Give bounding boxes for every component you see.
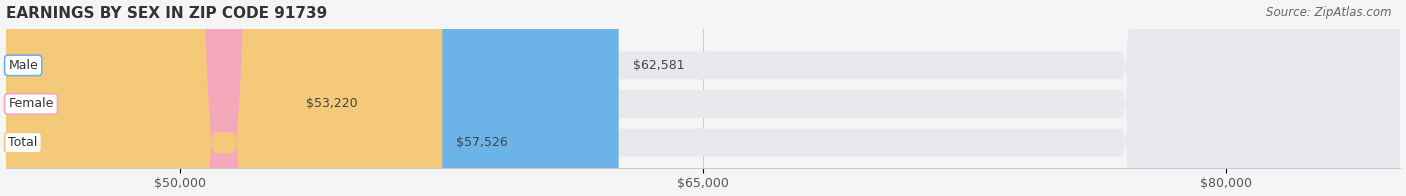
- Text: EARNINGS BY SEX IN ZIP CODE 91739: EARNINGS BY SEX IN ZIP CODE 91739: [6, 5, 326, 21]
- Text: $53,220: $53,220: [307, 97, 357, 111]
- FancyBboxPatch shape: [6, 0, 1400, 196]
- FancyBboxPatch shape: [6, 0, 619, 196]
- Text: $62,581: $62,581: [633, 59, 685, 72]
- FancyBboxPatch shape: [6, 0, 443, 196]
- Text: Total: Total: [8, 136, 38, 149]
- Text: Source: ZipAtlas.com: Source: ZipAtlas.com: [1267, 6, 1392, 19]
- FancyBboxPatch shape: [6, 0, 1400, 196]
- FancyBboxPatch shape: [6, 0, 1400, 196]
- Text: Male: Male: [8, 59, 38, 72]
- Text: $57,526: $57,526: [457, 136, 508, 149]
- Text: Female: Female: [8, 97, 53, 111]
- FancyBboxPatch shape: [6, 0, 292, 196]
